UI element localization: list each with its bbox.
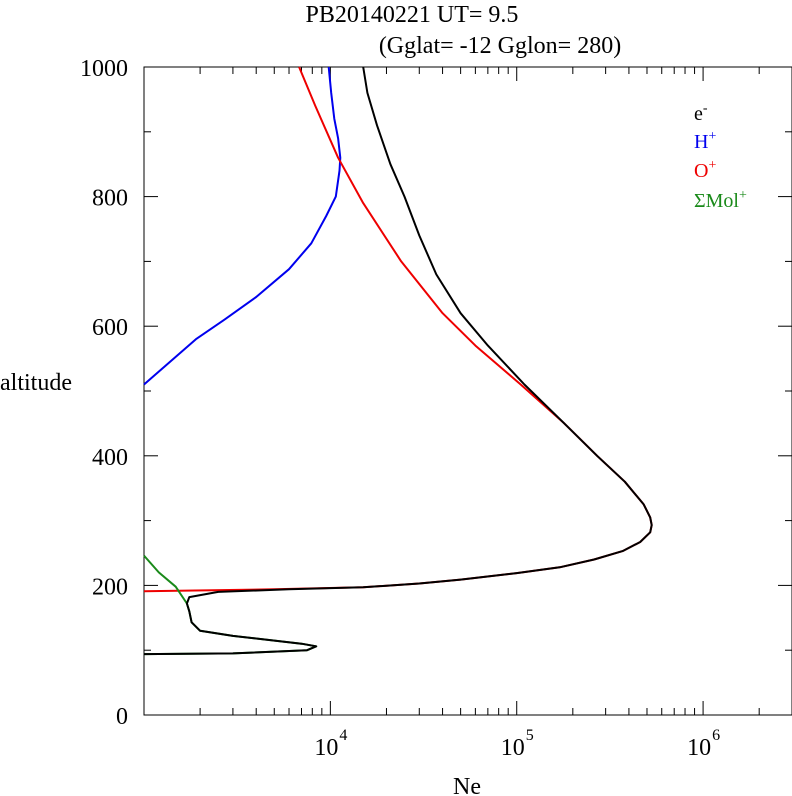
x-tick-labels: 10 4 10 5 10 6 xyxy=(314,727,720,761)
y-axis-label: altitude xyxy=(0,370,72,396)
y-tick-label: 400 xyxy=(92,445,128,471)
y-tick-label: 0 xyxy=(116,704,128,730)
y-tick-labels: 0 200 400 600 800 1000 xyxy=(80,56,128,730)
x-axis-label: Ne xyxy=(453,774,481,796)
y-tick-label: 600 xyxy=(92,315,128,341)
y-tick-label: 800 xyxy=(92,186,128,212)
legend-entry: O+ xyxy=(694,158,716,182)
chart-subtitle: (Gglat= -12 Gglon= 280) xyxy=(379,33,621,59)
series-lines xyxy=(143,66,653,656)
series-line-3 xyxy=(143,554,318,656)
legend-entry-sup: + xyxy=(708,158,716,173)
x-tick-label: 10 xyxy=(314,735,338,761)
series-line-0 xyxy=(143,66,653,656)
series-line-1 xyxy=(143,66,342,386)
x-tick-label-exponent: 5 xyxy=(526,727,534,744)
chart-title: PB20140221 UT= 9.5 xyxy=(306,2,519,28)
legend-entry-sup: - xyxy=(703,101,708,116)
legend-entry-sup: + xyxy=(708,129,716,144)
x-tick-label-exponent: 6 xyxy=(712,727,720,744)
legend-entry-sup: + xyxy=(739,188,747,203)
legend: e- H+ O+ ΣMol+ xyxy=(694,101,747,212)
y-tick-label: 1000 xyxy=(80,56,128,82)
x-tick-label: 10 xyxy=(687,735,711,761)
legend-entry: ΣMol+ xyxy=(694,188,747,212)
axis-ticks xyxy=(143,66,792,716)
x-tick-label-exponent: 4 xyxy=(339,727,347,744)
x-tick-label: 10 xyxy=(501,735,525,761)
y-tick-label: 200 xyxy=(92,574,128,600)
legend-entry: e- xyxy=(694,101,708,125)
legend-entry: H+ xyxy=(694,129,716,153)
series-line-2 xyxy=(143,66,653,593)
